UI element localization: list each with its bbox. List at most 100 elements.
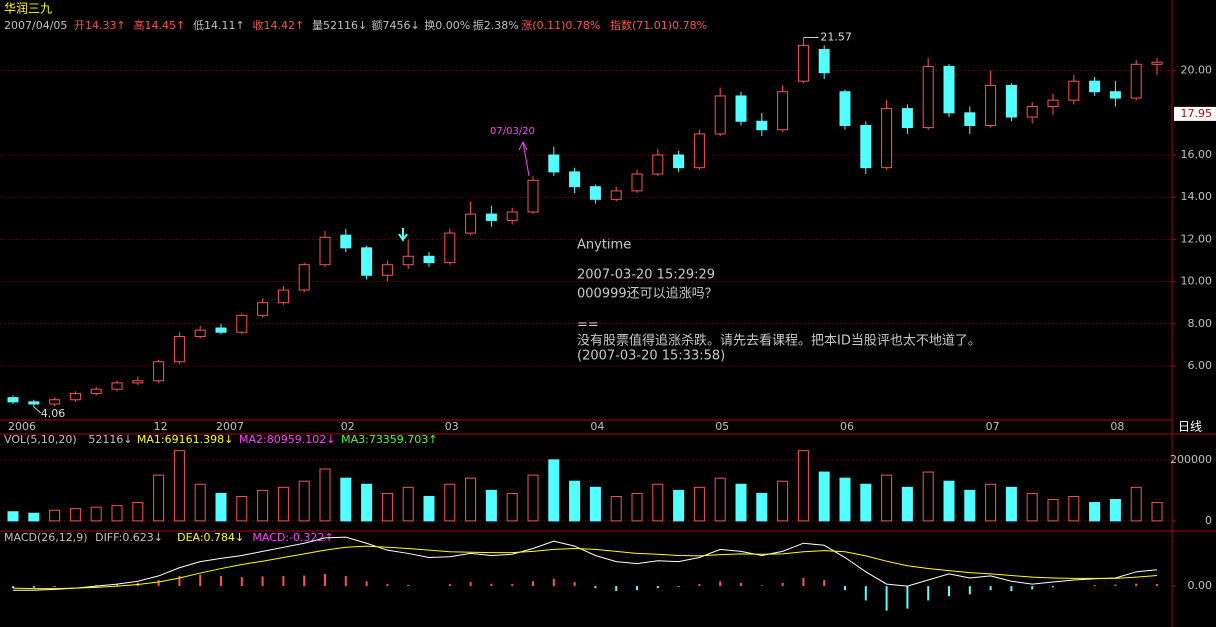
volume-bar <box>1026 492 1038 522</box>
candle-body <box>111 382 123 390</box>
candle-body <box>756 120 768 131</box>
candle-body <box>7 397 19 403</box>
candle-body <box>1109 91 1121 99</box>
header-field: 低14.11↑ <box>193 19 245 32</box>
candle-body <box>215 327 227 333</box>
candle-body <box>90 388 102 394</box>
header-field: DEA:0.784↓ <box>177 531 244 544</box>
last-price-box <box>1174 106 1216 121</box>
header-field: 额7456↓ <box>372 19 420 32</box>
volume-bar <box>7 511 19 522</box>
y-tick-label: 8.00 <box>1188 317 1213 330</box>
volume-bar <box>173 450 185 522</box>
volume-bar <box>985 483 997 522</box>
candle-body <box>839 91 851 126</box>
candle-body <box>777 91 789 131</box>
volume-bar <box>818 471 830 522</box>
low-label: 4.06 <box>41 407 66 420</box>
y-tick-label: 16.00 <box>1181 148 1213 161</box>
candle-body <box>132 380 144 384</box>
volume-bar <box>28 512 40 522</box>
annotation-line: 没有股票值得追涨杀跌。请先去看课程。把本ID当股评也太不地道了。 <box>577 333 981 349</box>
header-field: VOL(5,10,20) <box>4 433 77 446</box>
y-tick-label: 20.00 <box>1181 64 1213 77</box>
candle-body <box>964 112 976 126</box>
candle-body <box>423 255 435 264</box>
volume-bar <box>90 506 102 522</box>
header-field: 52116↓ <box>88 433 132 446</box>
candle-body <box>1068 80 1080 101</box>
x-tick-label: 03 <box>445 420 459 433</box>
header-field: MA2:80959.102↓ <box>239 433 335 446</box>
volume-bar <box>402 486 414 522</box>
volume-bar <box>1068 495 1080 522</box>
candle-body <box>693 133 705 169</box>
volume-bar <box>1130 486 1142 522</box>
candle-body <box>610 190 622 200</box>
volume-bar <box>693 486 705 522</box>
candle-body <box>985 84 997 126</box>
candle-body <box>818 49 830 74</box>
volume-bar <box>922 471 934 522</box>
header-field: 量52116↓ <box>312 19 367 32</box>
header-field: MA3:73359.703↑ <box>341 433 437 446</box>
candle-body <box>444 232 456 264</box>
candle-body <box>797 44 809 82</box>
volume-bar <box>153 474 165 522</box>
candle-body <box>69 392 81 401</box>
candle-body <box>153 361 165 382</box>
x-tick-label: 07 <box>986 420 1000 433</box>
x-tick-label: 06 <box>840 420 854 433</box>
candle-body <box>527 179 539 213</box>
volume-bar <box>69 508 81 522</box>
candle-body <box>922 65 934 129</box>
macd-line <box>13 536 1158 591</box>
volume-bar <box>589 486 601 522</box>
header-field: 指数(71.01)0.78% <box>610 18 707 32</box>
header-field: MA1:69161.398↓ <box>137 433 233 446</box>
volume-bar <box>1109 499 1121 522</box>
volume-bar <box>527 474 539 522</box>
volume-bar <box>298 480 310 522</box>
date-marker: 07/03/20 <box>490 126 535 137</box>
volume-bar <box>610 495 622 522</box>
candle-body <box>277 289 289 304</box>
annotation-line: Anytime <box>577 238 631 253</box>
candle-body <box>298 264 310 291</box>
candle-body <box>631 173 643 192</box>
candle-body <box>236 314 248 333</box>
volume-bar <box>901 486 913 522</box>
volume-bar <box>361 483 373 522</box>
header-field: MACD(26,12,9) <box>4 531 88 544</box>
volume-bar <box>777 480 789 522</box>
x-tick-label: 02 <box>341 420 355 433</box>
volume-bar <box>735 483 747 522</box>
volume-bar <box>340 477 352 522</box>
volume-bar <box>506 492 518 522</box>
x-tick-label: 2006 <box>8 420 36 433</box>
volume-bar <box>964 489 976 522</box>
volume-bar <box>111 505 123 522</box>
x-tick-label: 04 <box>590 420 604 433</box>
marker-arrow <box>518 140 530 177</box>
candle-body <box>340 234 352 249</box>
x-tick-label: 08 <box>1110 420 1124 433</box>
volume-bar <box>1005 486 1017 522</box>
period-label: 日线 <box>1178 420 1202 434</box>
volume-bar <box>215 492 227 522</box>
header-field: DIFF:0.623↓ <box>95 531 163 544</box>
candle-body <box>402 255 414 266</box>
candle-body <box>569 171 581 188</box>
candle-body <box>589 186 601 200</box>
header-field: 开14.33↑ <box>74 19 126 32</box>
volume-bar <box>631 492 643 522</box>
candle-body <box>1089 80 1101 93</box>
candle-body <box>361 247 373 276</box>
candle-body <box>881 108 893 169</box>
volume-bar <box>881 474 893 522</box>
header-field: 换0.00% <box>424 18 470 32</box>
volume-bar <box>860 483 872 522</box>
volume-bar <box>423 495 435 522</box>
header-field: 涨(0.11)0.78% <box>521 19 600 32</box>
